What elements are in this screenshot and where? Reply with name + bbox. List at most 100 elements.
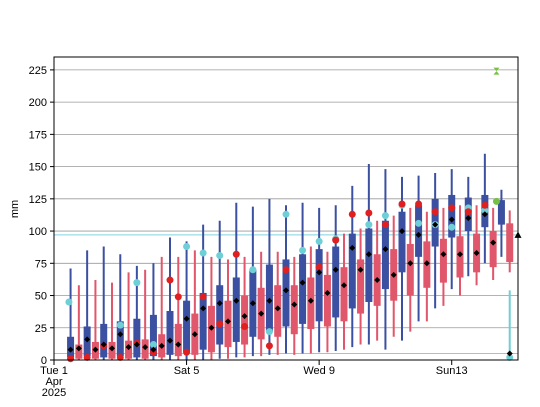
mean-marker bbox=[150, 346, 157, 353]
red-box bbox=[290, 285, 298, 335]
mean-marker bbox=[481, 211, 488, 218]
mean-marker bbox=[125, 344, 132, 351]
blue-box bbox=[166, 311, 174, 355]
y-tick-label: 100 bbox=[29, 226, 47, 238]
plot-frame bbox=[53, 56, 519, 361]
mean-marker bbox=[142, 344, 149, 351]
mean-marker bbox=[117, 331, 124, 338]
blue-box bbox=[149, 314, 157, 357]
red-marker bbox=[265, 342, 273, 350]
red-marker bbox=[464, 208, 472, 216]
red-marker bbox=[431, 208, 439, 216]
boxes bbox=[67, 153, 514, 360]
mean-marker bbox=[291, 301, 298, 308]
red-marker bbox=[174, 293, 182, 301]
mean-marker bbox=[399, 228, 405, 235]
cyan-marker bbox=[65, 298, 73, 306]
x-tick-label: Sun13 bbox=[436, 365, 468, 377]
mean-marker bbox=[440, 251, 447, 258]
mean-marker bbox=[208, 324, 215, 331]
x-tick-label-line: Apr bbox=[45, 376, 62, 388]
mean-marker bbox=[349, 244, 356, 251]
red-marker bbox=[232, 250, 240, 258]
y-tick-label: 175 bbox=[29, 129, 47, 141]
grid bbox=[54, 69, 518, 329]
y-tick-label: 225 bbox=[29, 65, 47, 77]
cyan-marker bbox=[299, 246, 307, 254]
green-marker bbox=[492, 197, 500, 205]
mean-marker bbox=[423, 260, 430, 267]
mean-marker bbox=[200, 305, 207, 312]
blue-box bbox=[216, 285, 224, 345]
red-box bbox=[241, 295, 249, 345]
mean-marker bbox=[324, 289, 331, 296]
cyan-marker bbox=[133, 279, 141, 287]
red-box bbox=[340, 267, 348, 322]
mean-marker bbox=[274, 305, 281, 312]
red-box bbox=[323, 274, 331, 327]
mean-marker bbox=[299, 279, 306, 286]
cyan-marker bbox=[481, 206, 489, 214]
mean-marker bbox=[357, 266, 364, 273]
red-marker bbox=[116, 353, 124, 361]
y-axis-label: mm bbox=[9, 200, 21, 218]
blue-box bbox=[116, 321, 124, 357]
blue-box bbox=[133, 318, 141, 358]
red-marker bbox=[365, 209, 373, 217]
red-box bbox=[406, 243, 414, 296]
mean-marker bbox=[191, 331, 198, 338]
mean-marker bbox=[133, 341, 140, 348]
y-tick-label: 25 bbox=[35, 323, 47, 335]
mean-marker bbox=[365, 251, 372, 258]
red-box bbox=[75, 344, 83, 359]
red-box bbox=[174, 323, 182, 357]
red-marker bbox=[241, 322, 249, 330]
red-marker bbox=[332, 236, 340, 244]
blue-box bbox=[365, 228, 373, 302]
mean-marker bbox=[465, 215, 472, 222]
mean-marker bbox=[448, 216, 455, 223]
red-marker bbox=[282, 266, 290, 274]
red-marker bbox=[83, 353, 91, 361]
y-tick-label: 150 bbox=[29, 162, 47, 174]
cyan-marker bbox=[216, 252, 224, 260]
mean-marker bbox=[407, 260, 414, 267]
cyan-marker bbox=[183, 243, 191, 251]
red-marker bbox=[315, 263, 323, 271]
y-tick-label: 200 bbox=[29, 97, 47, 109]
red-marker bbox=[183, 348, 191, 356]
blue-box bbox=[315, 249, 323, 322]
cyan-marker bbox=[506, 353, 514, 361]
mean-marker bbox=[100, 341, 107, 348]
red-box bbox=[439, 238, 447, 283]
mean-marker bbox=[158, 342, 165, 349]
red-box bbox=[357, 259, 365, 314]
red-box bbox=[506, 223, 514, 263]
mean-marker bbox=[84, 336, 91, 343]
mean-marker bbox=[341, 282, 347, 289]
x-tick-label: Tue 1 Apr 2025 bbox=[40, 365, 68, 399]
mean-marker bbox=[241, 313, 248, 320]
red-marker bbox=[448, 204, 456, 212]
mean-marker bbox=[75, 345, 82, 352]
mean-marker bbox=[92, 346, 99, 353]
cyan-marker bbox=[415, 219, 423, 227]
blue-box bbox=[448, 194, 456, 238]
blue-box bbox=[299, 254, 307, 324]
mean-marker bbox=[382, 246, 389, 253]
x-tick-label-line: Sun13 bbox=[436, 365, 468, 377]
red-marker bbox=[398, 200, 406, 208]
blue-box bbox=[183, 300, 191, 353]
y-tick-label: 125 bbox=[29, 194, 47, 206]
blue-box bbox=[415, 205, 423, 257]
mean-marker bbox=[225, 318, 231, 325]
cyan-marker bbox=[448, 223, 456, 231]
mean-marker bbox=[490, 239, 497, 246]
mean-marker bbox=[183, 315, 190, 322]
mean-marker bbox=[506, 350, 513, 357]
mean-marker bbox=[109, 345, 115, 352]
blue-box bbox=[199, 292, 207, 350]
mean-marker bbox=[316, 269, 323, 276]
cyan-marker bbox=[282, 210, 290, 218]
